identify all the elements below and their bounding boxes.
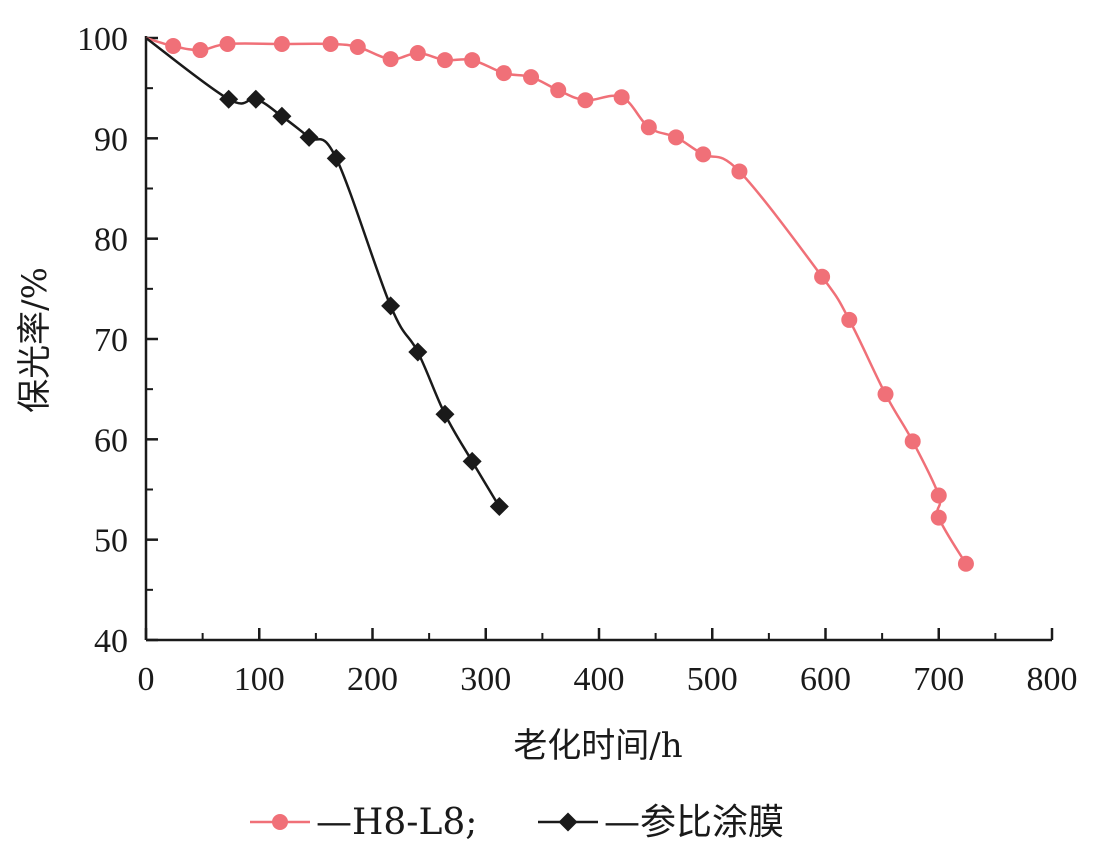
data-point bbox=[930, 487, 947, 504]
legend-marker bbox=[272, 814, 288, 830]
data-point bbox=[326, 148, 346, 168]
data-point bbox=[409, 45, 426, 62]
data-point bbox=[192, 42, 209, 59]
x-tick-label: 600 bbox=[800, 661, 851, 698]
data-point bbox=[904, 433, 921, 450]
series-2 bbox=[145, 36, 509, 517]
data-point bbox=[219, 89, 239, 109]
data-point bbox=[495, 65, 512, 82]
data-point bbox=[640, 119, 657, 136]
x-tick-label: 200 bbox=[347, 661, 398, 698]
x-tick-label: 400 bbox=[574, 661, 625, 698]
data-point bbox=[219, 36, 236, 53]
data-point bbox=[408, 342, 428, 362]
y-tick-label: 100 bbox=[77, 21, 128, 58]
legend-marker bbox=[558, 812, 578, 832]
data-point bbox=[273, 36, 290, 53]
data-point bbox=[462, 451, 482, 471]
data-point bbox=[877, 386, 894, 403]
data-point bbox=[435, 404, 455, 424]
series-layer bbox=[145, 36, 974, 572]
legend: —H8-L8; —参比涂膜 bbox=[250, 802, 784, 843]
series-line bbox=[145, 36, 967, 565]
data-point bbox=[246, 89, 266, 109]
x-tick-label: 800 bbox=[1027, 661, 1078, 698]
y-tick-label: 40 bbox=[94, 623, 128, 660]
data-point bbox=[299, 127, 319, 147]
y-tick-label: 60 bbox=[94, 422, 128, 459]
x-axis-title: 老化时间/h bbox=[513, 726, 682, 766]
data-point bbox=[841, 311, 858, 328]
x-tick-label: 700 bbox=[913, 661, 964, 698]
y-tick-label: 50 bbox=[94, 523, 128, 560]
data-point bbox=[165, 38, 182, 55]
data-point bbox=[322, 36, 339, 53]
data-point bbox=[930, 509, 947, 526]
data-point bbox=[382, 51, 399, 68]
x-tick-label: 0 bbox=[138, 661, 155, 698]
data-point bbox=[668, 129, 685, 146]
x-tick-label: 500 bbox=[687, 661, 738, 698]
data-point bbox=[957, 555, 974, 572]
data-point bbox=[523, 69, 540, 86]
data-point bbox=[814, 268, 831, 285]
data-point bbox=[272, 106, 292, 126]
data-point bbox=[550, 82, 567, 99]
y-tick-label: 90 bbox=[94, 121, 128, 158]
legend-label: —参比涂膜 bbox=[604, 802, 784, 843]
data-point bbox=[349, 39, 366, 56]
series-line bbox=[145, 36, 501, 508]
x-tick-label: 100 bbox=[234, 661, 285, 698]
data-point bbox=[577, 92, 594, 109]
axes: 0 100 200 300 400 500 600 700 800 40 50 60 70 80 90 100 bbox=[77, 21, 1078, 698]
data-point bbox=[695, 146, 712, 163]
y-tick-label: 80 bbox=[94, 222, 128, 259]
legend-item-1: —H8-L8; bbox=[250, 802, 477, 843]
y-tick-label: 70 bbox=[94, 322, 128, 359]
data-point bbox=[731, 163, 748, 180]
data-point bbox=[613, 89, 630, 106]
data-point bbox=[489, 497, 509, 517]
data-point bbox=[381, 296, 401, 316]
legend-item-2: —参比涂膜 bbox=[538, 802, 784, 843]
series-1 bbox=[145, 36, 974, 572]
data-point bbox=[436, 52, 453, 69]
legend-label: —H8-L8; bbox=[316, 802, 477, 843]
data-point bbox=[464, 52, 481, 69]
y-axis-title: 保光率/% bbox=[15, 267, 55, 413]
x-tick-label: 300 bbox=[460, 661, 511, 698]
